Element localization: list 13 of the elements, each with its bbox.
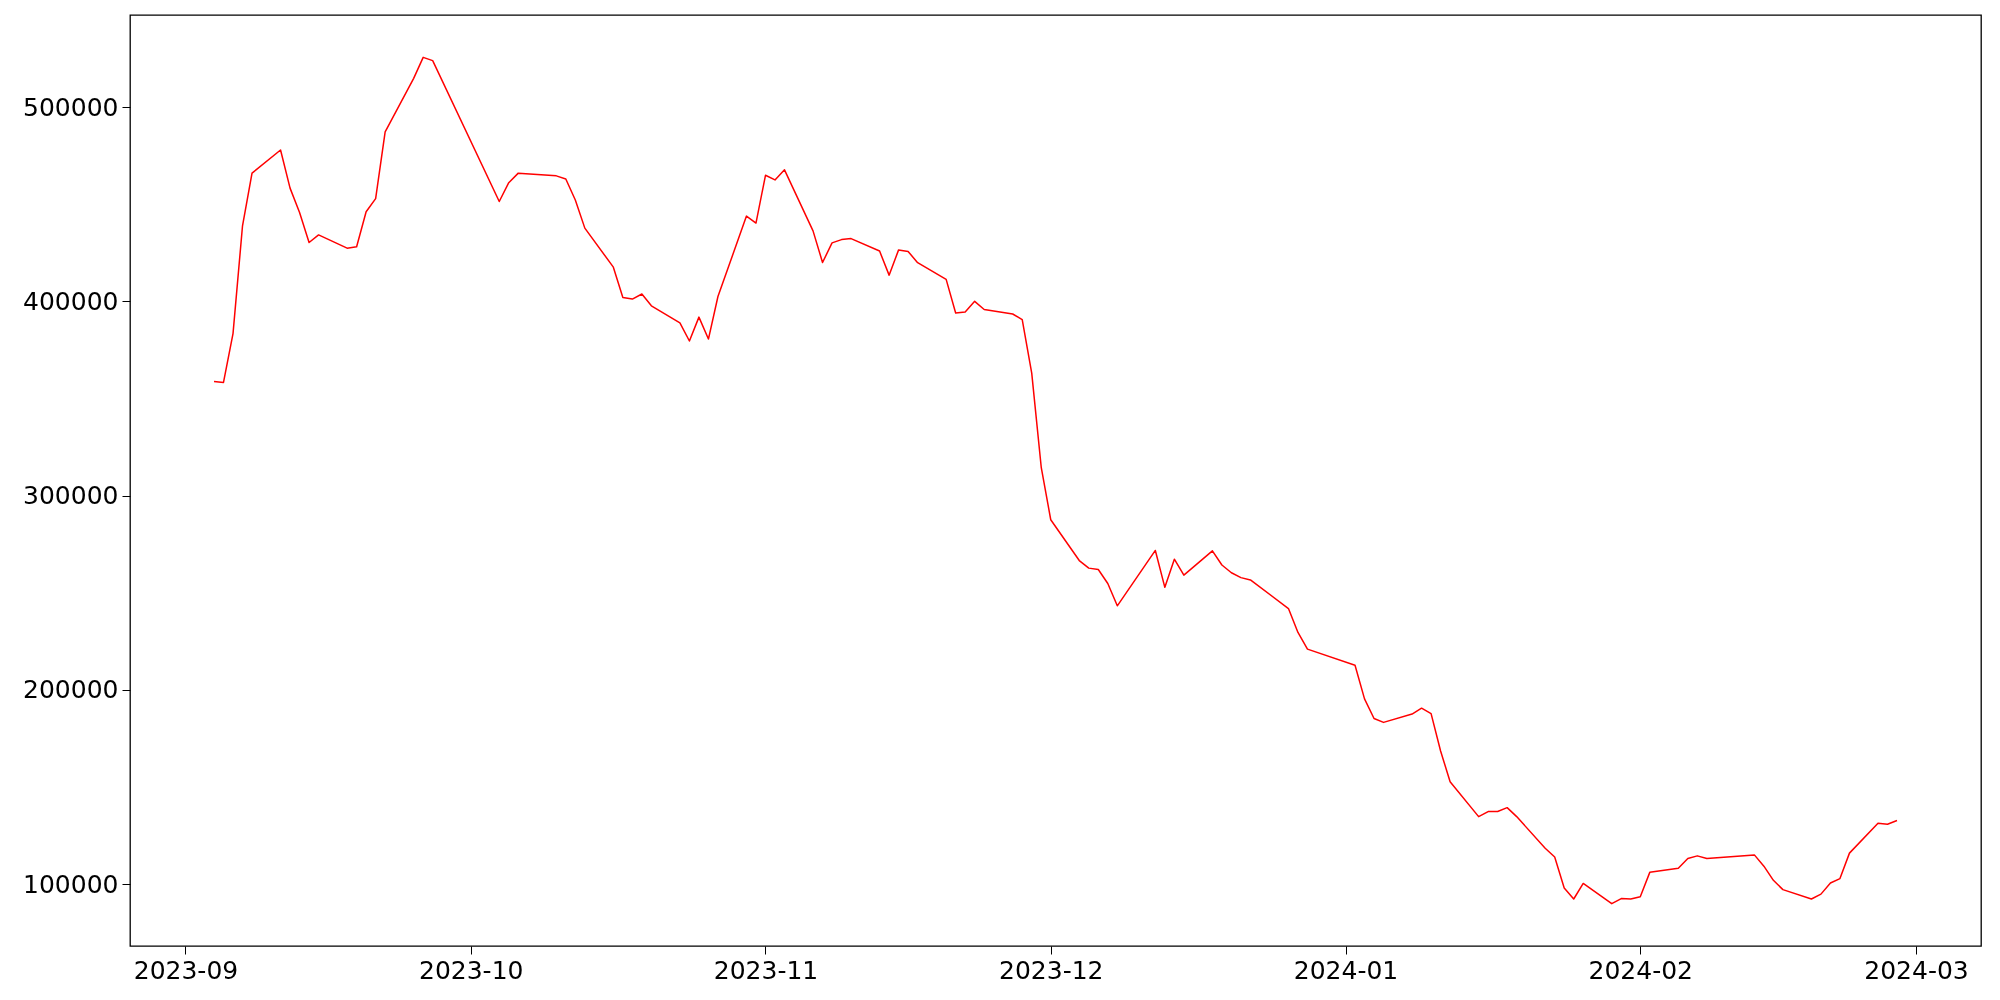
y-tick-label: 200000 — [23, 675, 119, 705]
x-tick-label: 2024-03 — [1864, 955, 1969, 985]
x-tick-label: 2023-11 — [713, 955, 819, 985]
y-tick-label: 400000 — [23, 286, 119, 316]
y-tick-label: 500000 — [23, 92, 119, 122]
x-tick-label: 2023-10 — [418, 955, 524, 985]
y-tick-label: 300000 — [23, 481, 119, 511]
line-series — [213, 56, 1898, 905]
x-tick-label: 2024-02 — [1588, 955, 1694, 985]
x-tick-label: 2024-01 — [1293, 955, 1399, 985]
x-tick-label: 2023-12 — [999, 955, 1104, 985]
y-tick-label: 100000 — [23, 869, 119, 899]
x-tick-label: 2023-09 — [133, 955, 239, 985]
